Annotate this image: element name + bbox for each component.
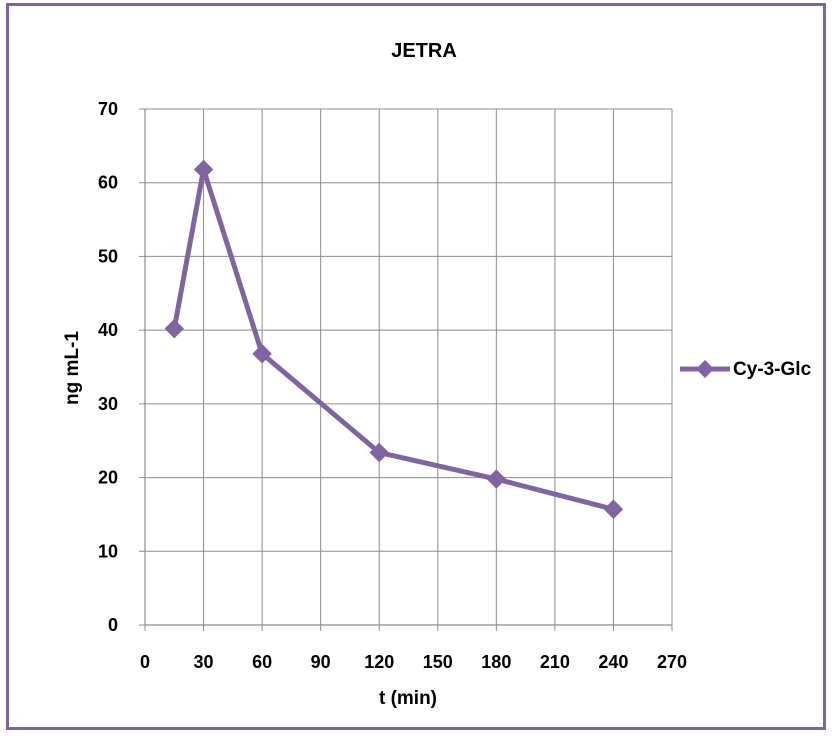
y-tick-label: 40 bbox=[98, 320, 118, 340]
data-point-marker bbox=[164, 318, 184, 339]
data-point-marker bbox=[252, 344, 272, 364]
y-tick-label: 20 bbox=[98, 468, 118, 488]
x-tick-label: 90 bbox=[311, 652, 331, 672]
axes bbox=[139, 108, 673, 631]
legend-label: Cy-3-Glc bbox=[733, 359, 812, 380]
x-tick-labels: 0 30 60 90 120 150 180 210 240 270 bbox=[140, 652, 687, 672]
x-tick-label: 60 bbox=[252, 652, 272, 672]
x-tick-label: 270 bbox=[657, 652, 687, 672]
x-axis-title: t (min) bbox=[379, 688, 437, 709]
x-tick-label: 0 bbox=[140, 652, 150, 672]
grid bbox=[145, 108, 673, 625]
series-group bbox=[164, 159, 624, 519]
y-tick-label: 30 bbox=[98, 394, 118, 414]
data-point-marker bbox=[193, 159, 214, 180]
y-tick-label: 10 bbox=[98, 541, 118, 561]
x-tick-label: 210 bbox=[540, 652, 570, 672]
y-tick-label: 60 bbox=[98, 173, 118, 193]
data-point-marker bbox=[486, 469, 507, 489]
data-point-marker bbox=[603, 499, 624, 519]
x-tick-label: 240 bbox=[598, 652, 628, 672]
data-point-marker bbox=[369, 442, 389, 463]
legend: Cy-3-Glc bbox=[680, 359, 812, 380]
chart-title: JETRA bbox=[391, 40, 457, 62]
y-tick-labels: 0 10 20 30 40 50 60 70 bbox=[98, 99, 118, 635]
y-tick-label: 70 bbox=[98, 99, 118, 119]
x-tick-label: 30 bbox=[194, 652, 214, 672]
x-tick-label: 120 bbox=[364, 652, 394, 672]
y-axis-title: ng mL-1 bbox=[62, 331, 83, 405]
y-tick-label: 0 bbox=[108, 615, 118, 635]
x-tick-label: 180 bbox=[481, 652, 511, 672]
series-line bbox=[171, 166, 615, 512]
x-tick-label: 150 bbox=[423, 652, 453, 672]
legend-marker bbox=[696, 360, 714, 378]
y-tick-label: 50 bbox=[98, 246, 118, 266]
